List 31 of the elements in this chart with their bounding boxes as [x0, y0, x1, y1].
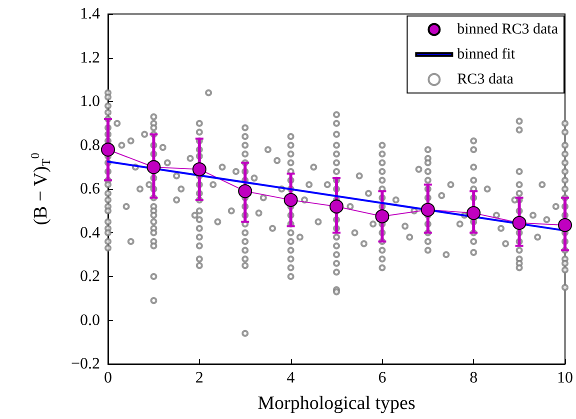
point — [512, 216, 526, 230]
point — [558, 218, 572, 232]
y-tick-label: −0.2 — [70, 356, 100, 372]
point — [146, 160, 161, 174]
y-tick-label: 0.2 — [80, 268, 100, 285]
y-axis-title: (B − V)T0 — [28, 152, 53, 226]
y-tick-label: 0.4 — [80, 224, 100, 242]
point — [420, 202, 435, 217]
legend-label: binned fit — [457, 46, 516, 62]
x-tick-label: 0 — [104, 370, 112, 386]
y-tick-label: 0.8 — [80, 136, 100, 154]
legend-label: binned RC3 data — [457, 22, 558, 38]
x-tick-label: 4 — [286, 370, 295, 386]
y-tick-label: 0.0 — [80, 312, 100, 329]
legend-label: RC3 data — [457, 72, 514, 88]
y-tick-label: 0.6 — [80, 180, 100, 198]
x-axis-title: Morphological types — [258, 393, 416, 414]
x-tick-label: 8 — [470, 370, 478, 386]
point — [330, 200, 344, 214]
x-tick-label: 10 — [557, 370, 573, 386]
point — [238, 184, 252, 198]
point — [101, 142, 115, 157]
point — [375, 209, 390, 224]
y-tick-label: 1.2 — [80, 49, 100, 66]
y-tick-label: 1.0 — [80, 93, 100, 110]
point — [466, 206, 481, 220]
point — [284, 192, 298, 207]
y-tick-label: 1.4 — [80, 6, 100, 22]
x-tick-label: 6 — [378, 370, 386, 386]
point — [192, 162, 206, 176]
x-tick-label: 2 — [195, 370, 204, 386]
